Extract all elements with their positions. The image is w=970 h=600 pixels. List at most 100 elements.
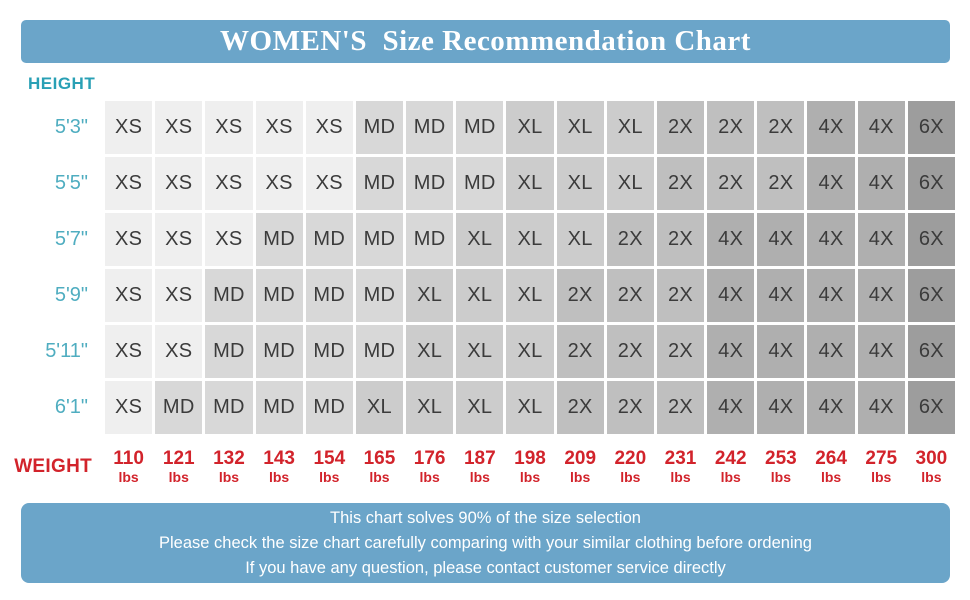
height-axis-label: HEIGHT [28, 74, 96, 93]
size-cell: 6X [907, 101, 955, 154]
weight-value: 176 lbs [406, 444, 453, 489]
size-cell: MD [305, 213, 353, 266]
weight-unit: lbs [720, 469, 741, 485]
size-cell: XL [456, 325, 504, 378]
weight-unit: lbs [871, 469, 892, 485]
title-banner: WOMEN'S Size Recommendation Chart [21, 20, 950, 63]
weight-number: 220 [614, 448, 647, 469]
weight-number: 198 [514, 448, 546, 469]
weight-unit: lbs [570, 469, 591, 485]
weight-unit: lbs [670, 469, 691, 485]
size-cell: XL [506, 157, 554, 210]
size-cell: XS [255, 157, 303, 210]
size-cell: XS [105, 325, 153, 378]
size-cell: 6X [907, 157, 955, 210]
size-cell: XL [506, 381, 554, 434]
height-row-label: 5'9" [54, 284, 88, 306]
weight-number: 143 [263, 448, 295, 469]
footer-line-1: This chart solves 90% of the size select… [330, 508, 641, 527]
size-cell: MD [305, 381, 353, 434]
weight-value: 242 lbs [707, 444, 754, 489]
size-cell: MD [355, 325, 404, 378]
size-cell: XL [556, 157, 604, 210]
size-cell: XL [506, 269, 554, 322]
size-cell: XS [105, 269, 153, 322]
weight-value: 275 lbs [858, 444, 905, 489]
size-cell: 2X [606, 325, 654, 378]
size-cell: 2X [656, 269, 705, 322]
size-cell: 2X [606, 269, 654, 322]
footer-note: This chart solves 90% of the size select… [21, 503, 950, 583]
weight-value: 231 lbs [657, 444, 704, 489]
size-cell: XL [606, 157, 654, 210]
height-row-label: 5'11" [45, 340, 88, 362]
size-cell: 4X [807, 213, 855, 266]
weight-value: 198 lbs [506, 444, 553, 489]
weight-number: 110 [113, 448, 144, 469]
size-cell: 2X [757, 101, 805, 154]
size-cell: 4X [807, 101, 855, 154]
weight-unit: lbs [519, 469, 541, 485]
size-cell: 4X [857, 157, 905, 210]
size-cell: XL [556, 213, 604, 266]
size-cell: 4X [807, 157, 855, 210]
weight-unit: lbs [419, 469, 440, 485]
size-cell: 4X [757, 269, 805, 322]
size-cell: MD [205, 269, 253, 322]
weight-number: 231 [664, 448, 697, 469]
weight-unit: lbs [319, 469, 340, 485]
size-cell: 4X [757, 381, 805, 434]
weight-unit: lbs [268, 469, 290, 485]
size-cell: 4X [807, 381, 855, 434]
size-cell: XS [255, 101, 303, 154]
size-cell: MD [406, 101, 454, 154]
size-cell: 4X [707, 325, 755, 378]
size-cell: 6X [907, 381, 955, 434]
size-cell: XL [506, 101, 554, 154]
size-cell: MD [355, 269, 404, 322]
size-cell: XS [155, 101, 203, 154]
weight-unit: lbs [369, 469, 390, 485]
weight-unit: lbs [168, 469, 189, 485]
height-row-label: 5'7" [54, 228, 88, 250]
size-cell: XL [456, 269, 504, 322]
weight-unit: lbs [620, 469, 641, 485]
size-cell: 2X [656, 101, 705, 154]
size-cell: MD [255, 213, 303, 266]
size-cell: MD [456, 157, 504, 210]
size-cell: 2X [606, 381, 654, 434]
size-cell: XS [155, 269, 203, 322]
size-cell: 2X [556, 269, 604, 322]
size-grid: 5'3" XS XS XS XS XS MD MD MD XL XL XL 2X 2X 2X 4X 4X 6X 5'… [20, 101, 955, 434]
weight-axis-label: WEIGHT [14, 455, 92, 477]
size-cell: 4X [757, 325, 805, 378]
weight-value: 187 lbs [456, 444, 503, 489]
size-cell: XL [506, 325, 554, 378]
size-cell: XS [205, 101, 253, 154]
weight-number: 187 [463, 448, 496, 469]
weight-value: 264 lbs [807, 444, 854, 489]
page-title: WOMEN'S Size Recommendation Chart [220, 25, 751, 57]
size-cell: 4X [857, 269, 905, 322]
size-cell: 2X [707, 101, 755, 154]
size-cell: 4X [807, 325, 855, 378]
weight-number: 209 [564, 448, 597, 469]
size-cell: XL [406, 325, 454, 378]
weight-value: 132 lbs [205, 444, 252, 489]
size-cell: XS [105, 101, 153, 154]
size-cell: MD [355, 157, 404, 210]
size-cell: MD [355, 213, 404, 266]
size-cell: 4X [707, 213, 755, 266]
size-cell: 4X [857, 213, 905, 266]
size-cell: XS [155, 213, 203, 266]
weight-number: 176 [413, 448, 446, 469]
weight-number: 300 [915, 448, 948, 469]
weight-unit: lbs [921, 469, 942, 485]
height-row-label: 5'5" [54, 172, 88, 194]
size-cell: MD [155, 381, 203, 434]
size-cell: 2X [757, 157, 805, 210]
size-cell: MD [456, 101, 504, 154]
weight-number: 275 [865, 448, 898, 469]
weight-number: 132 [213, 448, 245, 469]
size-cell: 4X [857, 325, 905, 378]
